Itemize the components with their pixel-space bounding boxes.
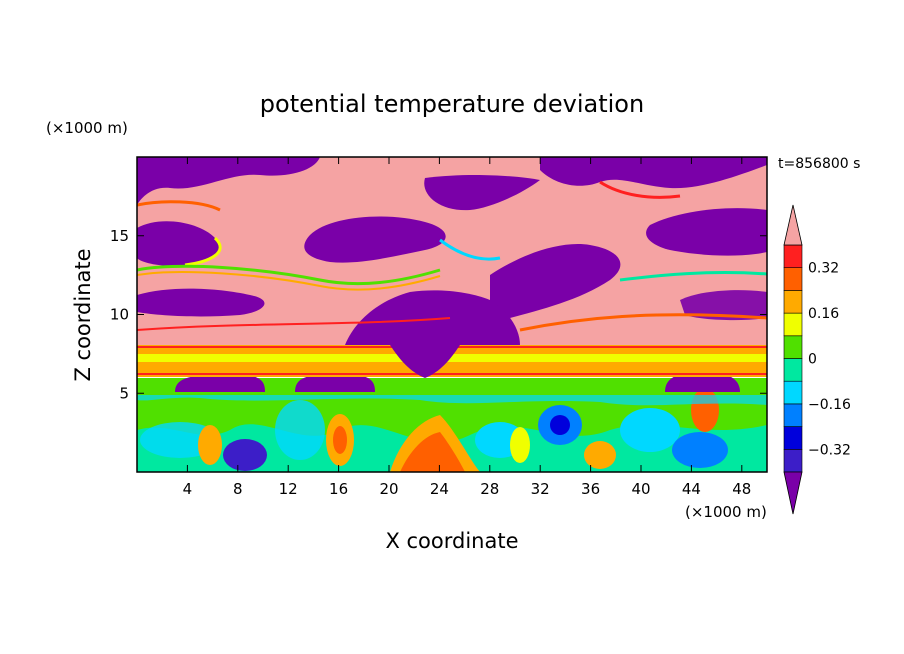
x-tick-label: 20	[379, 480, 398, 498]
colorbar-bin	[783, 380, 803, 405]
x-tick-label: 40	[631, 480, 650, 498]
x-tick-label: 4	[183, 480, 193, 498]
x-tick-label: 32	[531, 480, 550, 498]
colorbar-tick-label: 0.16	[808, 306, 839, 322]
field-plot	[137, 157, 767, 472]
colorbar-bin	[783, 267, 803, 291]
x-tick-label: 44	[682, 480, 701, 498]
colorbar-tick-label: −0.32	[808, 442, 851, 458]
colorbar-min-extend	[783, 471, 803, 515]
colorbar-tick-label: 0.32	[808, 261, 839, 277]
colorbar: 0.32 0.16 0 −0.16 −0.32	[783, 204, 851, 515]
chart-title: potential temperature deviation	[260, 90, 644, 118]
colorbar-tick-label: −0.16	[808, 397, 851, 413]
x-tick-label: 8	[233, 480, 243, 498]
colorbar-bin	[783, 335, 803, 359]
y-unit-label: (×1000 m)	[46, 119, 128, 137]
x-tick-label: 24	[430, 480, 449, 498]
y-axis-label: Z coordinate	[71, 248, 95, 381]
colorbar-max-extend	[783, 204, 803, 246]
colorbar-bin	[783, 403, 803, 427]
x-tick-label: 48	[732, 480, 751, 498]
colorbar-bin	[783, 244, 803, 269]
colorbar-bin	[783, 290, 803, 314]
x-axis-label: X coordinate	[385, 529, 518, 553]
colorbar-bin	[783, 358, 803, 382]
y-axis: 5 10 15	[110, 227, 767, 402]
x-unit-label: (×1000 m)	[685, 503, 767, 521]
colorbar-bin	[783, 426, 803, 450]
x-tick-label: 16	[329, 480, 348, 498]
x-tick-label: 36	[581, 480, 600, 498]
colorbar-tick-label: 0	[808, 352, 817, 368]
y-tick-label: 10	[110, 306, 129, 324]
x-tick-label: 12	[279, 480, 298, 498]
y-tick-label: 15	[110, 227, 129, 245]
colorbar-bin	[783, 448, 803, 473]
x-tick-label: 28	[480, 480, 499, 498]
colorbar-bin	[783, 312, 803, 337]
y-tick-label: 5	[119, 384, 129, 402]
x-axis: 4 8 12 16 20 24 28 32 36 40 44 48	[183, 157, 751, 498]
time-label: t=856800 s	[778, 156, 860, 172]
